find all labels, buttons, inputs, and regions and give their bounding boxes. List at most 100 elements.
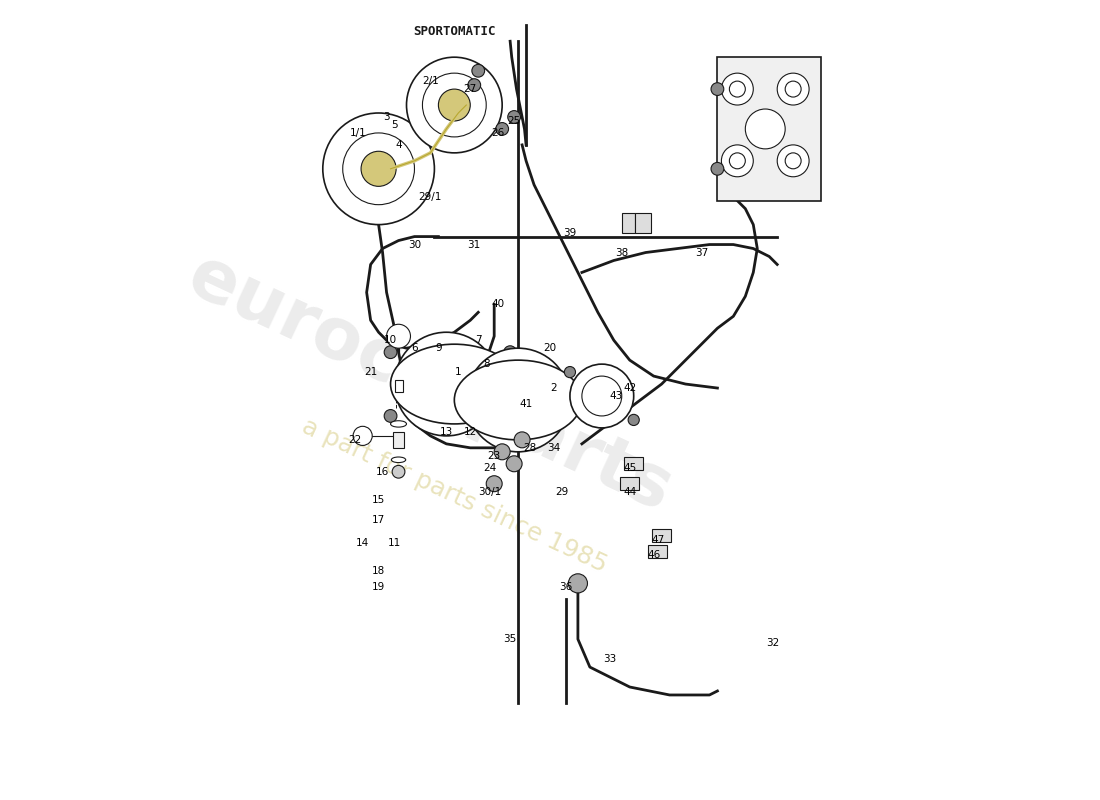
Text: 7: 7: [475, 335, 482, 346]
Text: 15: 15: [372, 494, 385, 505]
Circle shape: [472, 64, 485, 77]
Circle shape: [422, 73, 486, 137]
Bar: [621, 213, 635, 233]
Text: 38: 38: [615, 247, 628, 258]
Ellipse shape: [392, 457, 406, 462]
Circle shape: [570, 364, 634, 428]
Ellipse shape: [390, 344, 518, 424]
Circle shape: [722, 73, 754, 105]
Text: 29/1: 29/1: [419, 192, 442, 202]
Circle shape: [496, 122, 508, 135]
Circle shape: [466, 348, 570, 452]
Text: 10: 10: [384, 335, 397, 346]
Text: 9: 9: [436, 343, 442, 353]
Circle shape: [569, 574, 587, 593]
Circle shape: [514, 432, 530, 448]
Text: 29: 29: [556, 486, 569, 497]
Circle shape: [415, 352, 478, 416]
Bar: [717, 57, 821, 201]
Circle shape: [439, 89, 471, 121]
Bar: [652, 529, 671, 542]
Circle shape: [395, 332, 498, 436]
Circle shape: [504, 346, 517, 358]
Circle shape: [504, 410, 517, 422]
Text: 13: 13: [440, 427, 453, 437]
Text: 37: 37: [695, 247, 708, 258]
Circle shape: [785, 81, 801, 97]
Text: 34: 34: [548, 443, 561, 453]
Circle shape: [785, 153, 801, 169]
Text: 24: 24: [484, 462, 497, 473]
Text: 43: 43: [609, 391, 623, 401]
Bar: [393, 432, 404, 448]
Circle shape: [343, 133, 415, 205]
Circle shape: [322, 113, 434, 225]
Text: 26: 26: [492, 128, 505, 138]
Circle shape: [392, 466, 405, 478]
Circle shape: [564, 366, 575, 378]
Text: 6: 6: [411, 343, 418, 353]
Bar: [624, 458, 644, 470]
Circle shape: [386, 324, 410, 348]
Text: 17: 17: [372, 514, 385, 525]
Text: 20: 20: [543, 343, 557, 353]
Circle shape: [384, 346, 397, 358]
Text: 47: 47: [651, 534, 664, 545]
Circle shape: [628, 414, 639, 426]
Circle shape: [494, 444, 510, 460]
Text: 4: 4: [395, 140, 402, 150]
Circle shape: [486, 368, 550, 432]
Text: 1/1: 1/1: [350, 128, 367, 138]
Text: 32: 32: [767, 638, 780, 648]
Text: 41: 41: [519, 399, 532, 409]
Text: 28: 28: [524, 443, 537, 453]
Text: 22: 22: [348, 435, 361, 445]
Circle shape: [506, 456, 522, 472]
Text: a part for parts since 1985: a part for parts since 1985: [298, 414, 610, 577]
Circle shape: [353, 426, 372, 446]
Circle shape: [778, 145, 810, 177]
Text: 19: 19: [372, 582, 385, 592]
Text: 25: 25: [507, 116, 520, 126]
Text: 14: 14: [356, 538, 370, 549]
Text: eurocarparts: eurocarparts: [177, 242, 683, 526]
Text: 46: 46: [647, 550, 660, 561]
Circle shape: [486, 476, 503, 492]
Text: 39: 39: [563, 227, 576, 238]
Text: 40: 40: [492, 299, 505, 310]
Circle shape: [468, 78, 481, 91]
Text: 2/1: 2/1: [422, 76, 439, 86]
Text: 21: 21: [364, 367, 377, 377]
Text: 1: 1: [455, 367, 462, 377]
Bar: [636, 213, 651, 233]
Bar: [395, 380, 403, 392]
Text: 31: 31: [468, 239, 481, 250]
Circle shape: [729, 153, 746, 169]
Text: 16: 16: [376, 466, 389, 477]
Text: 18: 18: [372, 566, 385, 577]
Text: 30/1: 30/1: [478, 486, 502, 497]
Text: 30: 30: [408, 239, 421, 250]
Text: 2: 2: [551, 383, 558, 393]
Text: 3: 3: [383, 112, 389, 122]
Circle shape: [508, 110, 520, 123]
Text: 42: 42: [623, 383, 636, 393]
Circle shape: [361, 151, 396, 186]
Ellipse shape: [390, 421, 407, 427]
Text: 11: 11: [388, 538, 401, 549]
Text: 27: 27: [464, 84, 477, 94]
Circle shape: [384, 410, 397, 422]
Circle shape: [407, 57, 503, 153]
Text: 36: 36: [559, 582, 573, 592]
Text: 12: 12: [464, 427, 477, 437]
Text: 8: 8: [483, 359, 490, 369]
Circle shape: [711, 162, 724, 175]
Bar: [648, 545, 668, 558]
Text: 33: 33: [603, 654, 616, 664]
Circle shape: [582, 376, 621, 416]
Text: 35: 35: [504, 634, 517, 644]
Circle shape: [729, 81, 746, 97]
Circle shape: [778, 73, 810, 105]
Circle shape: [746, 109, 785, 149]
Circle shape: [503, 384, 535, 416]
